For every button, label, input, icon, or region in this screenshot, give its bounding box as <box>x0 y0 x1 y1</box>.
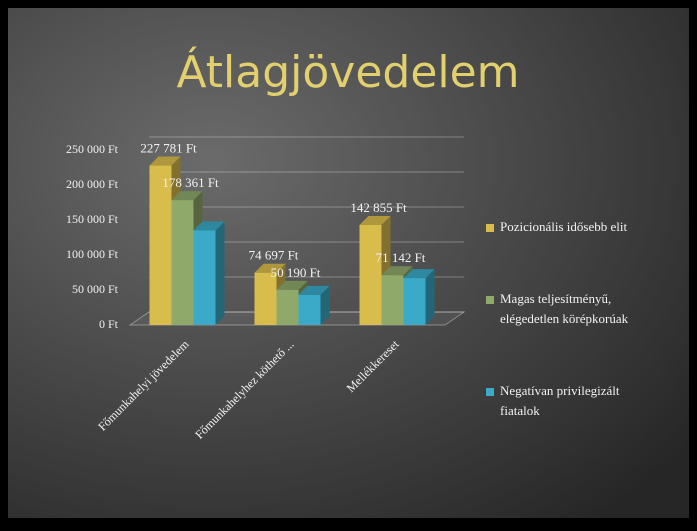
y-tick-label: 50 000 Ft <box>72 282 119 296</box>
legend-line: Negatívan privilegizált <box>500 383 623 398</box>
bar <box>149 165 172 325</box>
bar-top <box>276 280 308 290</box>
bar <box>403 278 426 325</box>
bar <box>381 275 404 325</box>
bar-side <box>425 269 435 325</box>
bar <box>171 200 194 325</box>
legend-swatch <box>486 388 494 396</box>
y-tick-label: 200 000 Ft <box>66 177 119 191</box>
bar-side <box>215 221 225 325</box>
legend-swatch <box>486 296 494 304</box>
bar-side <box>320 285 330 325</box>
bar-top <box>298 285 330 295</box>
bar-top <box>359 216 391 226</box>
background <box>8 8 689 518</box>
legend-label: Pozicionális idősebb elit <box>500 219 627 234</box>
bar <box>359 225 382 325</box>
bar-top <box>171 191 203 201</box>
bar-top <box>381 266 413 276</box>
y-tick-label: 250 000 Ft <box>66 142 119 156</box>
data-label: 71 142 Ft <box>376 250 426 265</box>
legend-label: Negatívan privilegizált fiatalok <box>500 383 623 418</box>
legend-line: elégedetlen körépkorúak <box>500 311 629 326</box>
legend-line: Pozicionális idősebb elit <box>500 219 627 234</box>
y-tick-label: 0 Ft <box>99 317 119 331</box>
y-tick-label: 150 000 Ft <box>66 212 119 226</box>
bar-top <box>149 156 181 166</box>
chart-title: Átlagjövedelem <box>176 45 519 98</box>
bar <box>254 272 277 325</box>
bar <box>298 294 321 325</box>
bar <box>193 230 216 325</box>
y-tick-label: 100 000 Ft <box>66 247 119 261</box>
legend-label: Magas teljesítményű, elégedetlen körépko… <box>500 291 629 326</box>
data-label: 50 190 Ft <box>271 265 321 280</box>
bar-top <box>403 269 435 279</box>
data-label: 227 781 Ft <box>140 141 197 156</box>
bar-top <box>254 263 286 273</box>
bar-top <box>193 221 225 231</box>
data-label: 178 361 Ft <box>162 175 219 190</box>
legend-line: Magas teljesítményű, <box>500 291 614 306</box>
bar <box>276 289 299 325</box>
data-label: 74 697 Ft <box>249 248 299 263</box>
legend-swatch <box>486 224 494 232</box>
data-label: 142 855 Ft <box>350 200 407 215</box>
legend-line: fiatalok <box>500 403 540 418</box>
